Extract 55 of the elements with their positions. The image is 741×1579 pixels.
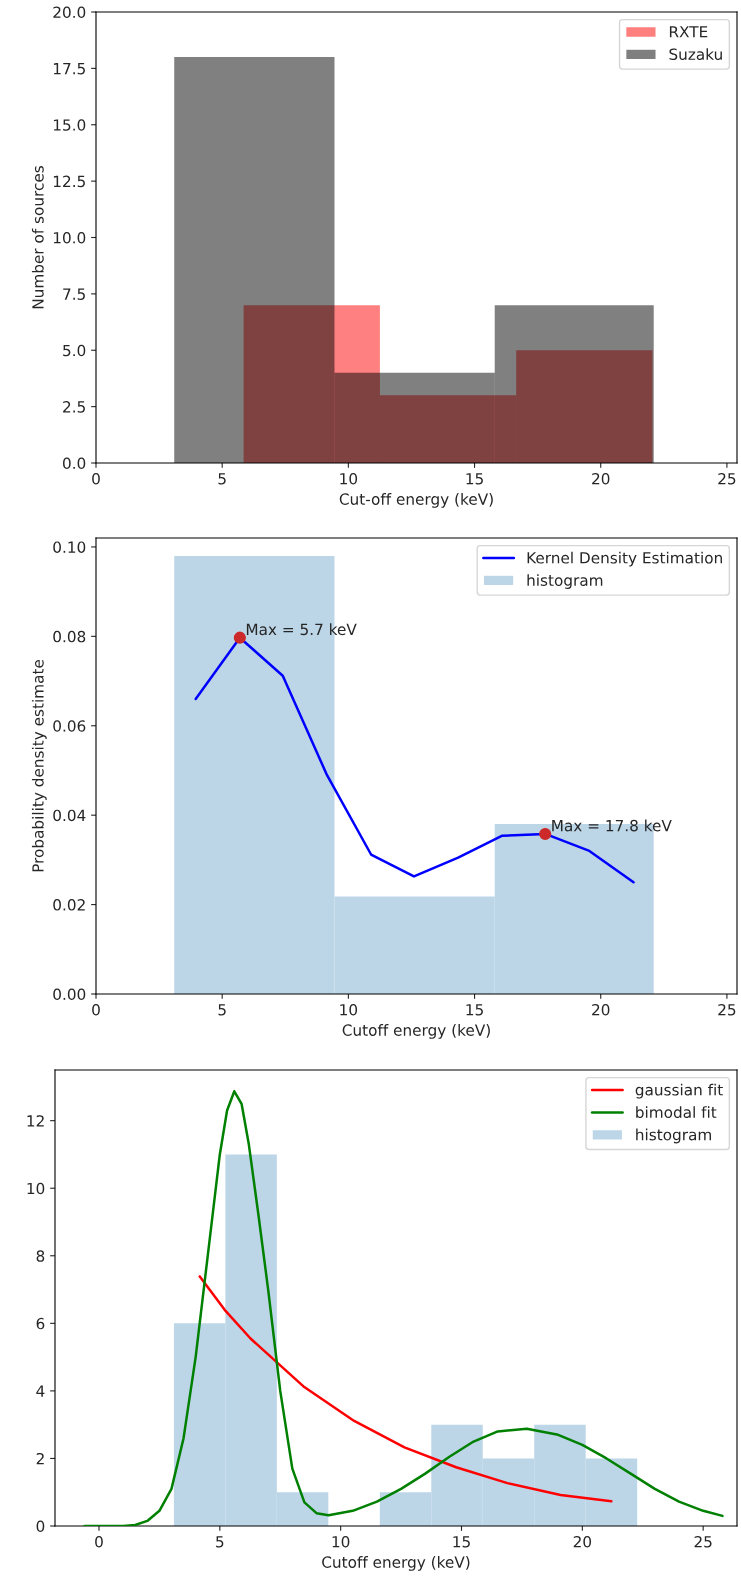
x-tick-label: 15 [466,473,483,485]
x-tick-label: 25 [718,1003,736,1016]
y-tick-label: 10 [27,1182,45,1195]
y-tick-label: 0.08 [53,630,86,643]
legend-label: histogram [636,1128,711,1144]
x-tick-label: 0 [95,1535,103,1548]
y-tick-label: 0.06 [53,720,86,732]
annotation: Max = 5.7 keV [246,623,357,636]
y-tick-label: 12 [27,1115,44,1127]
x-tick-label: 0 [92,472,100,485]
x-tick-label: 15 [453,1536,470,1548]
y-tick-label: 15.0 [53,119,86,131]
x-tick-label: 5 [218,1004,226,1016]
x-axis-title: Cutoff energy (keV) [322,1556,470,1571]
annotation: Max = 17.8 keV [552,819,672,832]
legend-label: histogram [527,574,603,589]
y-tick-label: 0 [36,1520,45,1533]
y-tick-label: 0.00 [53,988,86,1001]
x-tick-label: 25 [718,472,736,485]
x-tick-label: 25 [694,1535,712,1548]
y-tick-label: 5.0 [63,344,86,357]
x-axis-title: Cut-off energy (keV) [339,493,493,508]
x-tick-label: 20 [573,1535,592,1548]
legend-label: Kernel Density Estimation [527,551,722,567]
x-tick-label: 20 [592,1003,610,1016]
x-tick-label: 5 [216,1536,224,1548]
y-tick-label: 6 [36,1317,45,1330]
y-tick-label: 0.04 [53,809,86,822]
y-axis-title: Number of sources [31,166,44,309]
x-tick-label: 5 [218,473,226,485]
legend-label: gaussian fit [635,1083,723,1099]
y-tick-label: 0.0 [62,457,86,470]
x-tick-label: 10 [340,1003,358,1016]
y-tick-label: 20.0 [53,6,86,19]
legend-label: RXTE [669,26,708,38]
x-tick-label: 15 [466,1004,483,1016]
y-tick-label: 2.5 [63,401,85,413]
y-axis-title: Probability density estimate [31,659,47,872]
y-tick-label: 0.10 [53,541,86,553]
y-tick-label: 10.0 [53,231,86,244]
y-tick-label: 8 [36,1250,45,1262]
x-axis-title: Cutoff energy (keV) [342,1024,490,1039]
legend-label: Suzaku [669,48,722,60]
y-tick-label: 7.5 [63,288,85,300]
x-tick-label: 20 [592,472,610,485]
y-tick-label: 0.02 [53,899,85,911]
x-tick-label: 10 [332,1535,350,1548]
x-tick-label: 0 [92,1003,100,1016]
y-tick-label: 17.5 [53,63,85,75]
y-tick-label: 2 [36,1452,44,1465]
legend-label: bimodal fit [636,1106,717,1118]
line-series [198,1275,613,1503]
x-tick-label: 10 [340,472,358,485]
y-tick-label: 4 [36,1385,45,1397]
y-tick-label: 12.5 [53,175,85,188]
